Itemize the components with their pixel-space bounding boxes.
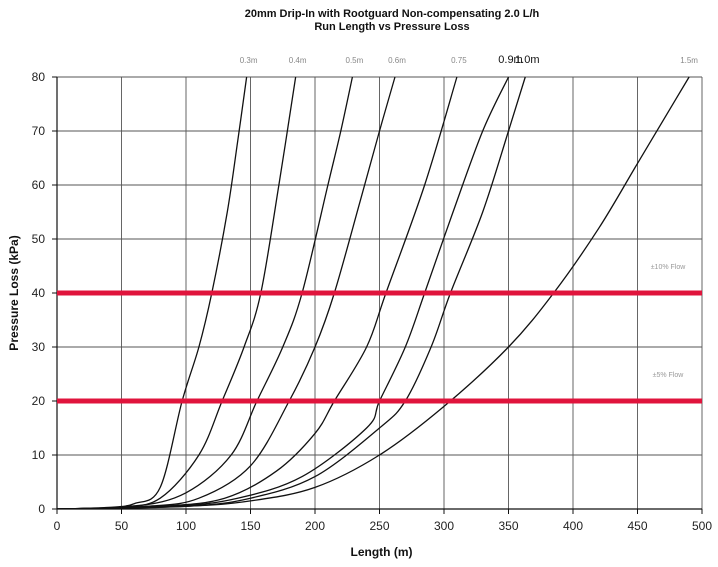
y-tick-label: 10 (32, 448, 46, 462)
y-tick-label: 60 (32, 178, 46, 192)
series-line-0-5m (57, 76, 354, 509)
series-label: 0.75 (451, 56, 467, 65)
y-tick-label: 70 (32, 124, 46, 138)
y-tick-label: 20 (32, 394, 46, 408)
series-line-0-6m (57, 76, 396, 509)
y-tick-label: 50 (32, 232, 46, 246)
series-label: 1.5m (680, 56, 698, 65)
reference-line-label: ±5% Flow (653, 372, 685, 379)
series-line-0-75 (57, 76, 458, 509)
x-tick-label: 50 (115, 519, 129, 533)
x-tick-label: 300 (434, 519, 454, 533)
reference-line-label: ±10% Flow (651, 264, 687, 271)
chart-subtitle: Run Length vs Pressure Loss (314, 21, 470, 33)
series-label: 0.3m (240, 56, 258, 65)
series-label: 0.5m (346, 56, 364, 65)
x-tick-label: 500 (692, 519, 712, 533)
x-tick-label: 0 (54, 519, 61, 533)
x-tick-label: 400 (563, 519, 583, 533)
chart-title: 20mm Drip-In with Rootguard Non-compensa… (244, 8, 540, 20)
series-label: 1.0m (515, 54, 539, 66)
x-tick-label: 200 (305, 519, 325, 533)
y-tick-label: 40 (32, 286, 46, 300)
x-tick-label: 150 (240, 519, 260, 533)
y-tick-label: 30 (32, 340, 46, 354)
series-line-1-5m (57, 76, 690, 509)
x-axis-label: Length (m) (351, 545, 413, 559)
x-tick-label: 250 (369, 519, 389, 533)
x-tick-label: 100 (176, 519, 196, 533)
y-axis-label: Pressure Loss (kPa) (7, 235, 21, 350)
x-tick-label: 450 (627, 519, 647, 533)
series-label: 0.4m (289, 56, 307, 65)
y-tick-label: 80 (32, 70, 46, 84)
series-label: 0.9m (498, 54, 522, 66)
x-tick-label: 350 (498, 519, 518, 533)
series-label: 0.6m (388, 56, 406, 65)
y-tick-label: 0 (38, 502, 45, 516)
